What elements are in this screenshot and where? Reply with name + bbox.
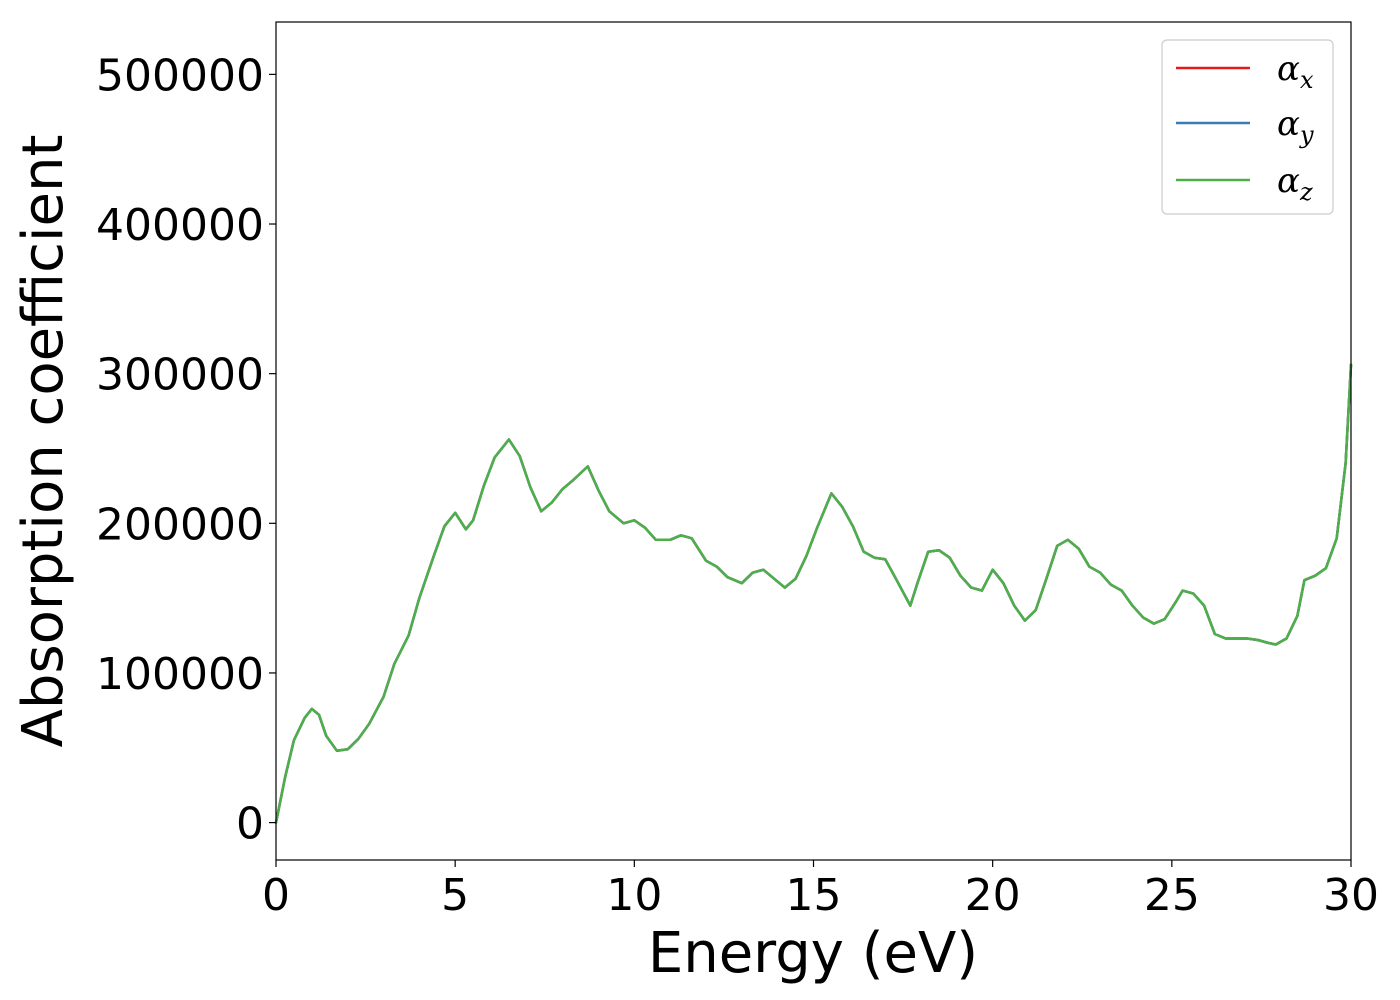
x-tick-label: 5 <box>441 870 469 921</box>
legend: αx αy αz <box>1161 39 1334 215</box>
plot-lines <box>274 363 1353 824</box>
y-tick-label: 200000 <box>96 499 264 550</box>
y-tick-label: 0 <box>236 799 264 850</box>
y-axis-label: Absorption coefficient <box>11 135 76 748</box>
x-tick-label: 25 <box>1144 870 1200 921</box>
legend-label-alpha-z: αz <box>1277 161 1313 206</box>
legend-label-alpha-x: αx <box>1277 49 1314 94</box>
y-axis-ticks: 0 100000 200000 300000 400000 500000 <box>96 50 276 850</box>
series-line-alpha-z <box>274 363 1353 824</box>
x-tick-label: 30 <box>1323 870 1379 921</box>
x-axis-label: Energy (eV) <box>648 921 978 986</box>
legend-label-alpha-y: αy <box>1277 104 1314 149</box>
legend-box <box>1161 39 1334 215</box>
x-tick-label: 20 <box>965 870 1021 921</box>
legend-entry-alpha-y: αy <box>1176 104 1314 149</box>
y-tick-label: 100000 <box>96 649 264 700</box>
legend-entry-alpha-z: αz <box>1176 161 1313 206</box>
legend-entry-alpha-x: αx <box>1176 49 1314 94</box>
y-tick-label: 400000 <box>96 200 264 251</box>
x-tick-label: 15 <box>786 870 842 921</box>
y-tick-label: 300000 <box>96 350 264 401</box>
y-tick-label: 500000 <box>96 50 264 101</box>
x-tick-label: 10 <box>606 870 662 921</box>
x-tick-label: 0 <box>262 870 290 921</box>
x-axis-ticks: 0 5 10 15 20 25 30 <box>262 860 1379 921</box>
